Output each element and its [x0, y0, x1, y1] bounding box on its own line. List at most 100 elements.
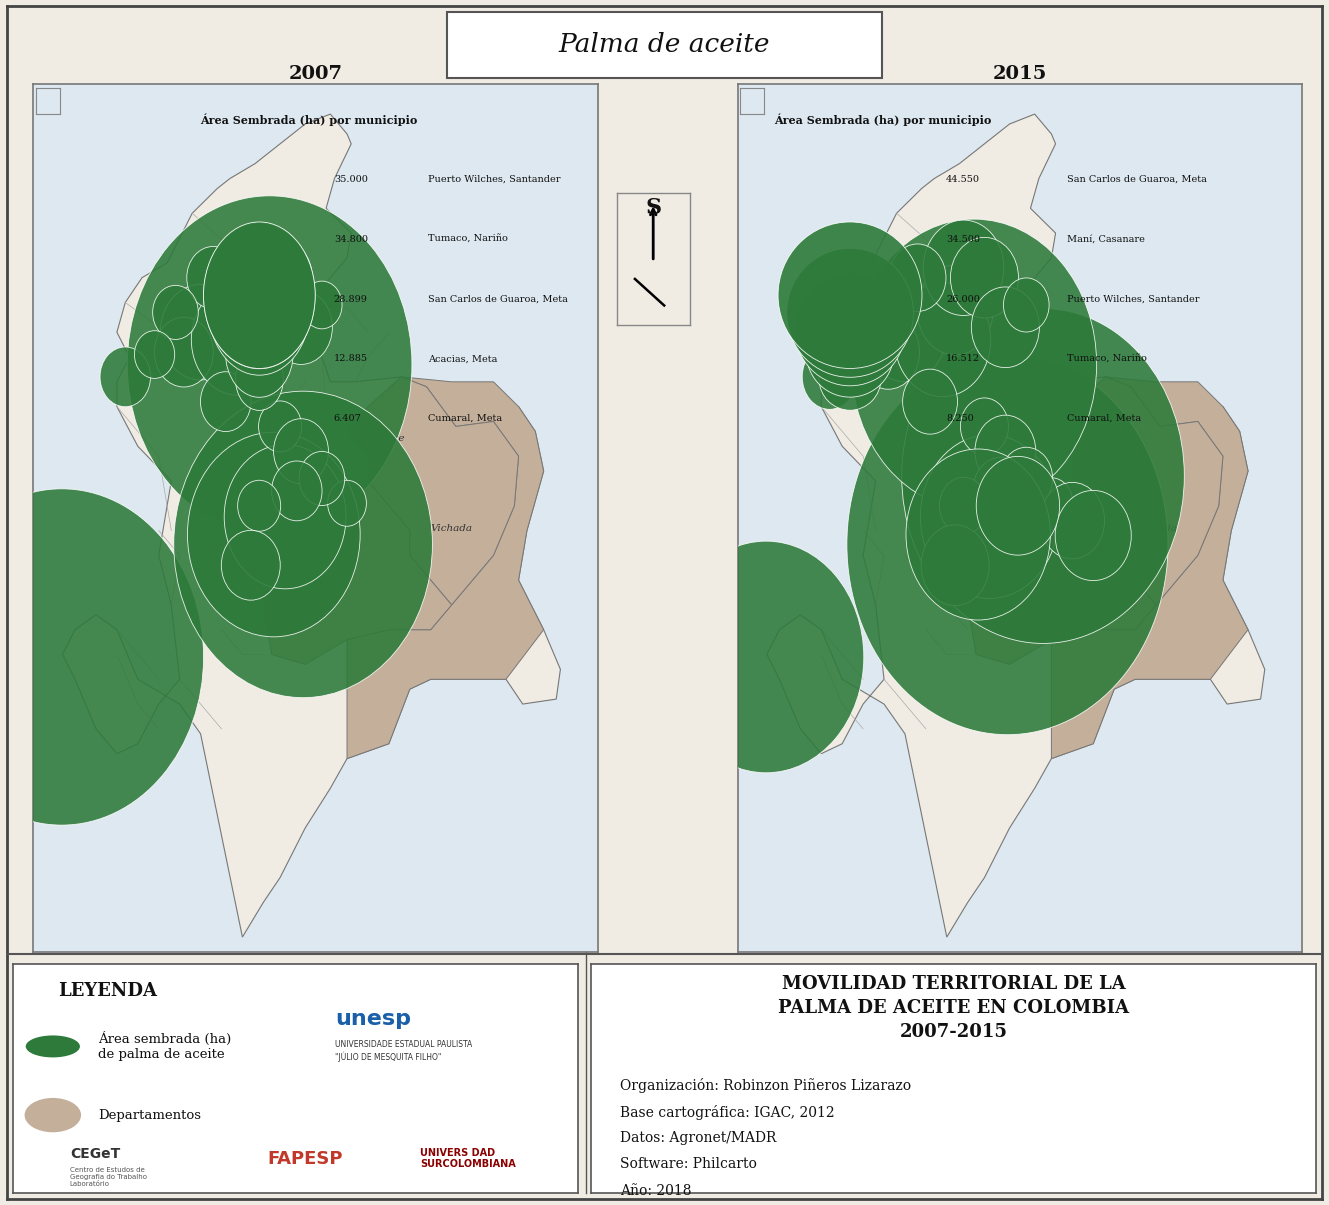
FancyBboxPatch shape [448, 12, 881, 77]
Circle shape [25, 1035, 80, 1058]
Polygon shape [1051, 377, 1248, 759]
Text: Palma de aceite: Palma de aceite [558, 31, 771, 57]
Text: 8.250: 8.250 [946, 415, 974, 423]
Circle shape [0, 489, 203, 825]
Circle shape [215, 268, 287, 352]
Circle shape [153, 286, 198, 340]
Circle shape [961, 398, 1009, 455]
Circle shape [299, 452, 344, 506]
Title: 2007: 2007 [288, 65, 343, 83]
Text: Casanare: Casanare [356, 434, 405, 443]
Text: 28.899: 28.899 [334, 294, 368, 304]
Circle shape [950, 237, 1018, 318]
Text: San Carlos de Guaroa, Meta: San Carlos de Guaroa, Meta [428, 294, 567, 304]
Circle shape [222, 530, 280, 600]
Circle shape [855, 282, 905, 342]
Circle shape [238, 481, 280, 531]
Circle shape [975, 416, 1035, 487]
Circle shape [889, 243, 946, 311]
Ellipse shape [807, 308, 894, 398]
Circle shape [174, 392, 432, 698]
Circle shape [201, 372, 251, 431]
Text: Organización: Robinzon Piñeros Lizarazo: Organización: Robinzon Piñeros Lizarazo [621, 1078, 912, 1093]
Circle shape [100, 347, 150, 407]
Text: Centro de Estudos de
Geografia do Trabalho
Laboratório: Centro de Estudos de Geografia do Trabal… [70, 1166, 146, 1187]
Text: Año: 2018: Año: 2018 [621, 1183, 692, 1198]
Circle shape [921, 435, 1059, 599]
Text: CEGeT: CEGeT [70, 1147, 120, 1162]
Text: UNIVERS DAD
SURCOLOMBIANA: UNIVERS DAD SURCOLOMBIANA [420, 1148, 516, 1169]
Circle shape [1003, 278, 1049, 333]
Circle shape [847, 354, 1168, 735]
Polygon shape [347, 377, 544, 759]
Ellipse shape [795, 274, 905, 386]
Text: Meta: Meta [1015, 580, 1046, 593]
Text: Puerto Wilches, Santander: Puerto Wilches, Santander [428, 175, 561, 184]
Circle shape [187, 247, 239, 308]
Text: Tumaco, Nariño: Tumaco, Nariño [428, 235, 508, 243]
Title: 2015: 2015 [993, 65, 1047, 83]
Circle shape [270, 290, 332, 364]
Polygon shape [1051, 377, 1223, 605]
Text: 26.000: 26.000 [946, 294, 979, 304]
Text: 16.512: 16.512 [946, 354, 979, 364]
Ellipse shape [777, 222, 922, 369]
Circle shape [924, 221, 1003, 316]
Text: Área Sembrada (ha) por municipio: Área Sembrada (ha) por municipio [201, 114, 417, 127]
Circle shape [852, 219, 1096, 510]
Circle shape [187, 433, 360, 636]
Text: Base cartográfica: IGAC, 2012: Base cartográfica: IGAC, 2012 [621, 1105, 835, 1119]
Text: LEYENDA: LEYENDA [58, 982, 157, 1000]
Text: Área Sembrada (ha) por municipio: Área Sembrada (ha) por municipio [775, 114, 991, 127]
Circle shape [225, 445, 346, 589]
Ellipse shape [209, 242, 310, 375]
Text: Casanare: Casanare [1061, 434, 1110, 443]
Circle shape [1030, 477, 1073, 529]
Text: Tumaco, Nariño: Tumaco, Nariño [1067, 354, 1147, 364]
Circle shape [1055, 490, 1131, 581]
Circle shape [191, 284, 286, 395]
Circle shape [161, 284, 241, 380]
Ellipse shape [819, 347, 881, 410]
Circle shape [128, 196, 412, 533]
Circle shape [836, 328, 881, 382]
Circle shape [940, 477, 987, 534]
Polygon shape [62, 114, 561, 937]
Text: Vichada: Vichada [1135, 523, 1177, 533]
Circle shape [668, 541, 864, 772]
Text: Maní, Casanare: Maní, Casanare [1067, 235, 1146, 243]
Text: Datos: Agronet/MADR: Datos: Agronet/MADR [621, 1131, 776, 1145]
Circle shape [154, 317, 214, 387]
Circle shape [259, 401, 302, 452]
Text: Cumaral, Meta: Cumaral, Meta [428, 415, 502, 423]
Text: MOVILIDAD TERRITORIAL DE LA
PALMA DE ACEITE EN COLOMBIA
2007-2015: MOVILIDAD TERRITORIAL DE LA PALMA DE ACE… [777, 976, 1130, 1041]
Text: San Carlos de Guaroa, Meta: San Carlos de Guaroa, Meta [1067, 175, 1207, 184]
Circle shape [906, 449, 1050, 621]
Text: 35.000: 35.000 [334, 175, 368, 184]
Circle shape [971, 287, 1039, 368]
Circle shape [999, 447, 1053, 510]
Text: 6.407: 6.407 [334, 415, 361, 423]
Polygon shape [347, 377, 518, 605]
Circle shape [221, 223, 298, 313]
Text: Vichada: Vichada [431, 523, 473, 533]
Polygon shape [767, 114, 1265, 937]
Ellipse shape [235, 348, 283, 411]
Circle shape [977, 457, 1059, 556]
Text: Acacias, Meta: Acacias, Meta [428, 354, 497, 364]
Text: unesp: unesp [335, 1009, 411, 1029]
Circle shape [271, 462, 322, 521]
Text: Software: Philcarto: Software: Philcarto [621, 1158, 758, 1171]
Circle shape [901, 308, 1184, 643]
Circle shape [921, 525, 989, 606]
Circle shape [274, 418, 328, 483]
Text: 12.885: 12.885 [334, 354, 368, 364]
Polygon shape [968, 481, 1156, 664]
Circle shape [894, 283, 990, 396]
Circle shape [857, 315, 920, 389]
Text: Meta: Meta [311, 580, 342, 593]
Text: Departamentos: Departamentos [98, 1109, 201, 1122]
Circle shape [803, 345, 857, 410]
Circle shape [247, 240, 312, 316]
Text: 44.550: 44.550 [946, 175, 979, 184]
